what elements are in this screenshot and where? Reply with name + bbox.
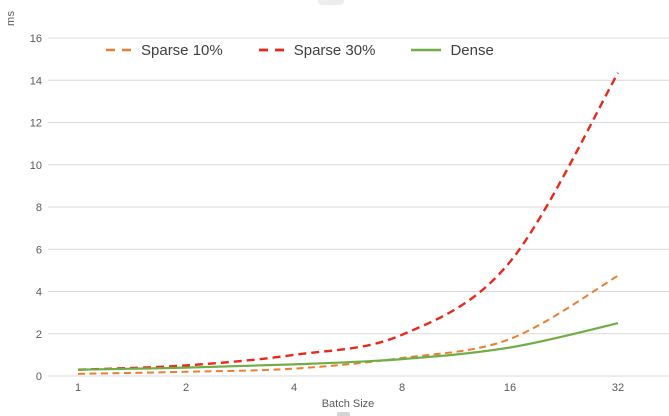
cropped-bottom-remnant <box>337 412 350 416</box>
y-tick-label: 0 <box>36 371 42 383</box>
y-tick-label: 4 <box>36 287 42 299</box>
legend-swatch-sparse-10 <box>106 48 132 52</box>
y-tick-label: 12 <box>30 118 42 130</box>
cropped-title-remnant <box>318 0 344 5</box>
series-line-sparse-30 <box>77 72 620 371</box>
legend-label: Sparse 30% <box>293 41 376 59</box>
y-tick-label: 16 <box>30 33 42 45</box>
legend-item-dense: Dense <box>411 41 494 59</box>
series-line-dense <box>77 322 619 371</box>
x-tick-label: 8 <box>399 382 405 394</box>
legend-swatch-sparse-30 <box>258 48 285 52</box>
y-tick-label: 8 <box>36 202 42 214</box>
x-tick-label: 16 <box>504 382 516 394</box>
x-axis-title: Batch Size <box>321 398 375 410</box>
y-tick-label: 6 <box>36 244 42 256</box>
y-tick-label: 2 <box>36 329 42 341</box>
legend: Sparse 10% Sparse 30% Dense <box>106 40 494 60</box>
legend-item-sparse-30: Sparse 30% <box>258 41 376 59</box>
series-line-sparse-10 <box>77 274 619 375</box>
y-tick-label: 14 <box>30 75 42 87</box>
x-tick-label: 1 <box>75 382 81 394</box>
x-tick-label: 32 <box>612 382 624 394</box>
y-tick-label: 10 <box>30 160 42 172</box>
x-tick-label: 4 <box>291 382 297 394</box>
x-tick-label: 2 <box>183 382 189 394</box>
legend-swatch-dense <box>411 48 442 52</box>
legend-label: Sparse 10% <box>141 41 223 59</box>
legend-item-sparse-10: Sparse 10% <box>106 42 223 59</box>
legend-label: Dense <box>450 41 494 59</box>
